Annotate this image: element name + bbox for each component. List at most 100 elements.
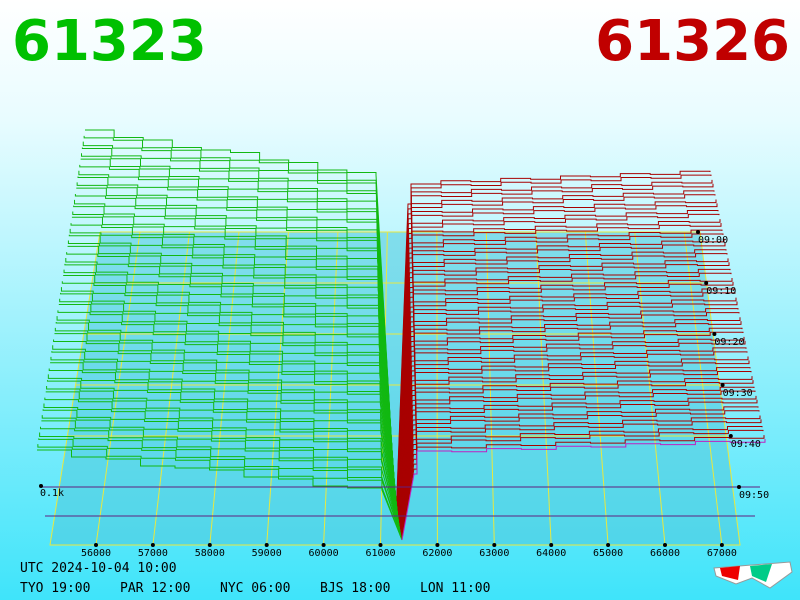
price-label: 56000 [81,548,111,559]
ask-depth-line [397,249,727,526]
ask-depth-line [398,308,739,531]
city-time: LON 11:00 [420,581,490,596]
tick-dot [94,543,98,547]
ask-depth-line [396,203,718,523]
price-label: 59000 [252,548,282,559]
tick-dot [712,332,717,336]
ask-depth-line [396,233,724,525]
bid-depth-line [46,386,402,537]
bid-depth-line [46,380,402,536]
ask-depth-line [397,268,731,528]
tick-dot [264,543,269,547]
ask-depth-line [397,238,725,526]
ask-depth-line [396,194,716,522]
ask-depth-line [399,356,749,534]
ask-depth-line [395,179,713,521]
ask-depth-line [395,170,711,521]
ask-depth-line [396,219,721,524]
bid-depth-line [42,409,402,538]
ask-depth-line [400,386,755,537]
ask-depth-line [400,415,761,539]
bid-depth-line [50,356,401,535]
price-label: 62000 [422,548,452,559]
tick-dot [321,543,326,547]
ask-depth-line [396,229,723,525]
tick-dot [492,543,497,547]
grid-line [209,231,240,546]
grid-line [323,231,339,546]
ask-depth-line [399,331,744,533]
ask-depth-line [398,281,734,529]
ask-depth-line [399,336,745,533]
ask-depth-line [401,429,764,540]
price-label: 66000 [650,548,680,559]
bid-depth-line [39,432,403,540]
bid-depth-line [67,245,399,528]
ask-depth-line [397,258,729,527]
ask-depth-line [398,327,743,532]
price-label: 63000 [479,548,509,559]
bid-depth-line [54,333,401,533]
bid-depth-line [59,298,400,531]
time-label: 09:00 [698,235,728,246]
bid-depth-line [85,129,397,521]
grid-line [535,231,552,546]
bid-depth-line [76,187,398,524]
time-label: 09:10 [706,286,736,297]
city-time: NYC 06:00 [220,581,290,596]
bid-depth-line [45,391,402,537]
ask-depth-line [398,288,735,529]
depth-label: 0.1k [40,488,64,499]
price-label: 60000 [309,548,339,559]
bid-depth-line [52,345,401,534]
ask-depth-line [397,242,726,526]
ask-depth-line [401,425,763,539]
ask-depth-line [395,190,715,522]
tick-dot [720,383,725,387]
tick-dot [719,543,724,547]
tick-dot [663,543,667,547]
bid-depth-line [60,287,400,530]
time-label: 09:40 [731,439,761,450]
bid-depth-line [71,216,399,526]
ask-depth-line [400,390,756,537]
depth-marker [39,484,43,488]
ask-depth-line [400,376,753,536]
ask-depth-line [395,174,712,521]
ask-depth-line [396,223,722,525]
bid-depth-line [51,351,401,534]
tick-dot [704,281,709,285]
bid-depth-line [58,304,400,531]
ask-depth-line [395,183,714,522]
grid-line [95,231,141,546]
bid-depth-line [47,374,402,536]
tick-dot [435,543,440,547]
ask-depth-line [397,253,728,527]
tick-dot [728,434,733,438]
price-label: 57000 [138,548,168,559]
bid-depth-line [39,426,403,539]
grid-line [634,231,666,546]
bid-depth-line [43,403,402,538]
ask-depth-line [399,367,751,535]
tick-dot [378,543,383,547]
ask-depth-line [398,292,736,530]
ask-depth-line [397,278,733,529]
glasses-icon [713,561,793,589]
tick-dot [150,543,155,547]
tick-dot [696,230,700,234]
ask-depth-line [399,347,747,534]
ask-price: 61326 [595,9,790,74]
price-label: 67000 [707,548,737,559]
bid-depth-line [60,292,400,531]
ask-depth-line [398,301,738,530]
price-label: 64000 [536,548,566,559]
tick-dot [207,543,212,547]
bid-depth-line [37,444,403,540]
bid-depth-line [57,310,400,532]
price-label: 58000 [195,548,225,559]
tick-dot [737,485,741,489]
ask-depth-line [400,410,760,538]
bid-depth-line [61,281,400,530]
